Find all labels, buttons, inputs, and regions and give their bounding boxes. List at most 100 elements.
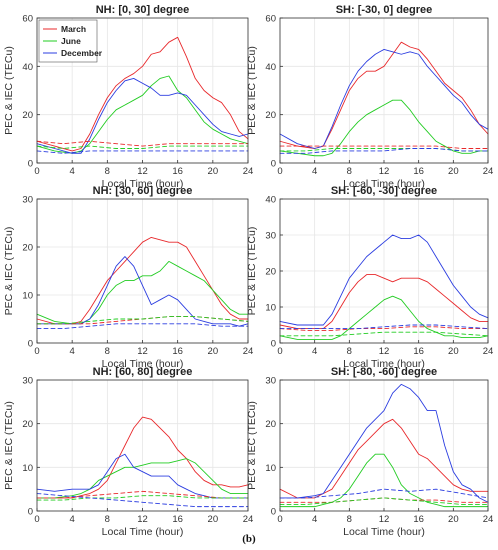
y-tick-label: 10 xyxy=(265,303,276,314)
x-tick-label: 4 xyxy=(70,346,75,357)
x-tick-label: 24 xyxy=(483,346,494,357)
figure-caption: (b) xyxy=(242,533,256,545)
x-tick-label: 16 xyxy=(172,166,183,177)
x-tick-label: 24 xyxy=(243,166,254,177)
legend-entry: December xyxy=(61,48,103,58)
x-tick-label: 20 xyxy=(448,514,459,525)
y-tick-label: 20 xyxy=(265,419,276,430)
chart-panel-5: 0 4 8 12 16 20 24 0 10 20 30 NH: [60, 80] degree Loc… xyxy=(3,366,253,538)
dashed-series-line-4 xyxy=(279,145,489,149)
chart-title: SH: [-30, 0] degree xyxy=(336,4,433,16)
x-tick-label: 12 xyxy=(379,514,390,525)
series-line-2 xyxy=(279,295,489,340)
x-tick-label: 8 xyxy=(347,346,352,357)
y-tick-label: 20 xyxy=(22,243,33,254)
y-tick-label: 20 xyxy=(265,110,276,121)
dashed-series-line-5 xyxy=(36,145,249,149)
x-axis-label: Local Time (hour) xyxy=(343,526,425,538)
chart-title: SH: [-80, -60] degree xyxy=(331,366,437,378)
x-tick-label: 20 xyxy=(448,346,459,357)
series-line-3 xyxy=(36,256,249,327)
chart-panel-2: 0 4 8 12 16 20 24 0 20 40 60 SH: [-30, 0] degree Loc… xyxy=(246,4,493,190)
x-tick-label: 0 xyxy=(277,166,282,177)
dashed-series-line-4 xyxy=(279,497,489,503)
x-axis-label: Local Time (hour) xyxy=(343,358,425,370)
series-line-3 xyxy=(279,383,489,503)
y-tick-label: 0 xyxy=(28,339,33,350)
dashed-series-line-5 xyxy=(36,495,249,501)
y-axis-label: PEC & IEC (TECu) xyxy=(3,401,15,490)
x-tick-label: 8 xyxy=(105,166,110,177)
x-tick-label: 24 xyxy=(243,346,254,357)
x-axis-label: Local Time (hour) xyxy=(102,178,184,190)
dashed-series-line-6 xyxy=(36,323,249,330)
y-tick-label: 0 xyxy=(271,507,276,518)
x-axis-label: Local Time (hour) xyxy=(343,178,425,190)
dashed-series-line-6 xyxy=(36,150,249,154)
x-tick-label: 8 xyxy=(347,166,352,177)
x-tick-label: 0 xyxy=(34,514,39,525)
x-tick-label: 12 xyxy=(379,346,390,357)
chart-title: NH: [0, 30] degree xyxy=(96,4,190,16)
chart-panel-1: 0 4 8 12 16 20 24 0 20 40 60 NH: [0, 30] degree Loca… xyxy=(3,4,253,190)
x-tick-label: 0 xyxy=(34,346,39,357)
y-axis-label: PEC & IEC (TECu) xyxy=(246,401,258,490)
y-tick-label: 40 xyxy=(265,195,276,206)
x-tick-label: 16 xyxy=(172,346,183,357)
x-tick-label: 20 xyxy=(208,346,219,357)
dashed-series-line-4 xyxy=(36,490,249,499)
x-tick-label: 12 xyxy=(137,166,148,177)
y-tick-label: 30 xyxy=(265,376,276,387)
x-tick-label: 0 xyxy=(34,166,39,177)
series-line-3 xyxy=(279,234,489,326)
y-tick-label: 30 xyxy=(22,376,33,387)
y-tick-label: 0 xyxy=(28,159,33,170)
dashed-series-line-6 xyxy=(279,324,489,330)
series-line-3 xyxy=(279,48,489,149)
chart-panel-3: 0 4 8 12 16 20 24 0 10 20 30 NH: [30, 60] degree Loc… xyxy=(3,185,253,370)
y-tick-label: 0 xyxy=(271,339,276,350)
x-tick-label: 4 xyxy=(312,346,317,357)
series-line-1 xyxy=(279,274,489,330)
x-tick-label: 8 xyxy=(105,346,110,357)
x-tick-label: 0 xyxy=(277,346,282,357)
legend-entry: June xyxy=(61,36,81,46)
y-tick-label: 20 xyxy=(22,110,33,121)
x-tick-label: 20 xyxy=(208,514,219,525)
dashed-series-line-5 xyxy=(279,497,489,505)
legend: March June December xyxy=(38,19,103,63)
x-tick-label: 8 xyxy=(105,514,110,525)
series-line-1 xyxy=(36,36,249,152)
x-tick-label: 20 xyxy=(208,166,219,177)
y-tick-label: 60 xyxy=(265,14,276,25)
y-axis-label: PEC & IEC (TECu) xyxy=(3,227,15,316)
dashed-series-line-5 xyxy=(36,316,249,325)
x-tick-label: 4 xyxy=(70,166,75,177)
y-tick-label: 0 xyxy=(271,159,276,170)
y-tick-label: 40 xyxy=(22,62,33,73)
x-axis-label: Local Time (hour) xyxy=(102,358,184,370)
x-tick-label: 4 xyxy=(312,166,317,177)
x-axis-label: Local Time (hour) xyxy=(102,526,184,538)
series-line-2 xyxy=(36,458,249,499)
legend-entry: March xyxy=(61,24,86,34)
dashed-series-line-5 xyxy=(279,148,489,152)
chart-panel-6: 0 4 8 12 16 20 24 0 10 20 30 SH: [-80, -60] degree L… xyxy=(246,366,493,538)
dashed-series-line-6 xyxy=(36,493,249,508)
x-tick-label: 4 xyxy=(312,514,317,525)
y-tick-label: 20 xyxy=(22,419,33,430)
y-axis-label: PEC & IEC (TECu) xyxy=(246,227,258,316)
dashed-series-line-6 xyxy=(279,488,489,499)
y-axis-label: PEC & IEC (TECu) xyxy=(246,46,258,135)
x-tick-label: 4 xyxy=(70,514,75,525)
x-tick-label: 16 xyxy=(413,346,424,357)
x-tick-label: 12 xyxy=(379,166,390,177)
y-tick-label: 30 xyxy=(22,195,33,206)
x-tick-label: 24 xyxy=(243,514,254,525)
x-tick-label: 16 xyxy=(413,514,424,525)
series-line-2 xyxy=(279,453,489,508)
y-axis-label: PEC & IEC (TECu) xyxy=(3,46,15,135)
y-tick-label: 20 xyxy=(265,267,276,278)
series-line-2 xyxy=(279,99,489,157)
y-tick-label: 0 xyxy=(28,507,33,518)
